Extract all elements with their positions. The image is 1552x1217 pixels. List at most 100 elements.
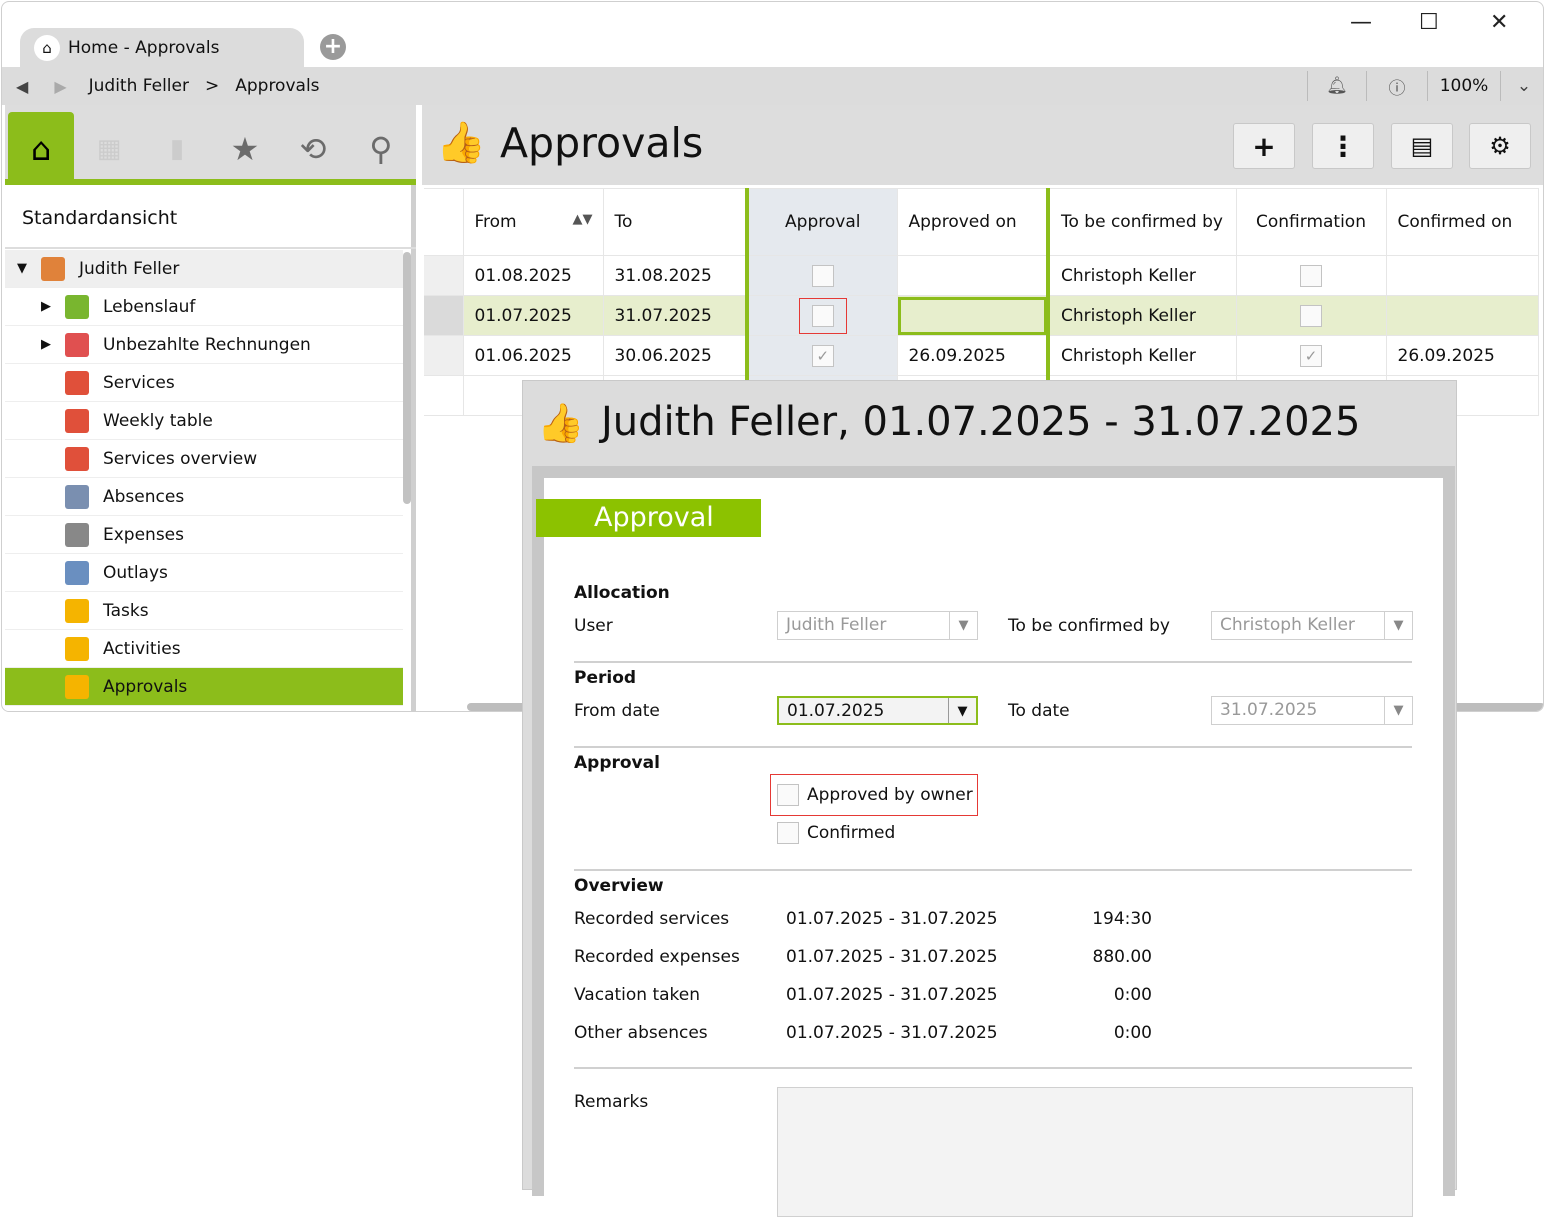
- chevron-down-icon: ▼: [1384, 612, 1412, 639]
- cell-to-be-confirmed-by[interactable]: Christoph Keller: [1047, 335, 1237, 376]
- zoom-level[interactable]: 100%: [1439, 76, 1489, 96]
- cell-to[interactable]: 31.07.2025: [602, 295, 749, 336]
- more-options-button[interactable]: ⋮: [1312, 123, 1374, 169]
- column-confirmed-on[interactable]: Confirmed on: [1385, 188, 1539, 256]
- allocation-heading: Allocation: [574, 583, 670, 603]
- overview-value: 0:00: [1113, 1023, 1152, 1043]
- column-approved-on[interactable]: Approved on: [896, 188, 1050, 256]
- settings-gear-button[interactable]: ⚙: [1469, 123, 1531, 169]
- cell-confirmation[interactable]: [1235, 295, 1387, 336]
- sidebar-item-unbezahlte-rechnungen[interactable]: ▶ Unbezahlte Rechnungen: [5, 326, 403, 364]
- cell-confirmed-on[interactable]: [1385, 255, 1539, 296]
- column-approval[interactable]: Approval: [746, 188, 898, 256]
- period-heading: Period: [574, 668, 637, 688]
- overview-period: 01.07.2025 - 31.07.2025: [786, 909, 998, 929]
- user-dropdown[interactable]: Judith Feller ▼: [777, 611, 978, 640]
- bell-icon[interactable]: 🔔︎: [1326, 76, 1348, 96]
- expander-icon[interactable]: ▶: [41, 299, 51, 314]
- close-button[interactable]: ✕: [1490, 10, 1509, 35]
- sidebar-item-label: Activities: [103, 638, 181, 659]
- forward-icon[interactable]: ▶: [54, 76, 67, 96]
- navigation-bar: ◀ ▶ Judith Feller > Approvals 🔔︎ ⓘ 100% …: [2, 67, 1543, 105]
- history-icon[interactable]: ⟲: [299, 130, 327, 168]
- chart-icon[interactable]: ▮: [169, 134, 185, 164]
- confirmer-dropdown[interactable]: Christoph Keller ▼: [1211, 611, 1413, 640]
- cell-approval[interactable]: ✓: [746, 335, 898, 376]
- chevron-down-icon[interactable]: ⌄: [1516, 76, 1532, 96]
- sidebar-item-label: Judith Feller: [79, 258, 180, 279]
- column-confirmation[interactable]: Confirmation: [1235, 188, 1387, 256]
- tab-approval[interactable]: Approval: [536, 499, 761, 537]
- cell-to[interactable]: 30.06.2025: [602, 335, 749, 376]
- overview-label: Recorded expenses: [574, 947, 740, 967]
- from-date-picker[interactable]: 01.07.2025 ▼: [777, 696, 978, 725]
- breadcrumb-current[interactable]: Approvals: [235, 76, 320, 96]
- cell-approved-on[interactable]: 26.09.2025: [896, 335, 1050, 376]
- sidebar-item-expenses[interactable]: Expenses: [5, 516, 403, 554]
- confirmed-checkbox[interactable]: Confirmed: [777, 822, 895, 844]
- sidebar-item-services-overview[interactable]: Services overview: [5, 440, 403, 478]
- add-button[interactable]: +: [1233, 123, 1295, 169]
- back-icon[interactable]: ◀: [16, 76, 29, 96]
- table-row[interactable]: 01.07.2025 31.07.2025 Christoph Keller: [424, 295, 1539, 336]
- sidebar-item-approvals[interactable]: Approvals: [5, 668, 403, 706]
- overview-value: 880.00: [1092, 947, 1152, 967]
- sidebar-item-services[interactable]: Services: [5, 364, 403, 402]
- maximize-button[interactable]: ☐: [1419, 10, 1439, 35]
- new-tab-icon[interactable]: +: [320, 34, 346, 60]
- column-to-be-confirmed-by[interactable]: To be confirmed by: [1047, 188, 1237, 256]
- cell-to[interactable]: 31.08.2025: [602, 255, 749, 296]
- approval-heading: Approval: [574, 753, 660, 773]
- export-button[interactable]: ▤: [1391, 123, 1453, 169]
- alert-icon[interactable]: ⓘ: [1388, 78, 1406, 99]
- sidebar-scrollbar[interactable]: [403, 252, 411, 504]
- cell-confirmation[interactable]: [1235, 255, 1387, 296]
- cell-confirmation[interactable]: ✓: [1235, 335, 1387, 376]
- browser-tab[interactable]: ⌂ Home - Approvals: [20, 28, 304, 68]
- sidebar-item-activities[interactable]: Activities: [5, 630, 403, 668]
- to-date-picker[interactable]: 31.07.2025 ▼: [1211, 696, 1413, 725]
- star-icon[interactable]: ★: [230, 130, 260, 168]
- cell-approval[interactable]: [746, 295, 898, 336]
- cell-from[interactable]: 01.08.2025: [462, 255, 604, 296]
- minimize-button[interactable]: —: [1350, 10, 1372, 35]
- sort-icon[interactable]: ▲▼: [572, 212, 593, 227]
- remarks-textarea[interactable]: [777, 1087, 1413, 1217]
- expander-icon[interactable]: ▼: [17, 261, 27, 276]
- expander-icon[interactable]: ▶: [41, 337, 51, 352]
- sidebar-item-tasks[interactable]: Tasks: [5, 592, 403, 630]
- breadcrumb-user[interactable]: Judith Feller: [88, 76, 189, 96]
- sidebar-item-label: Expenses: [103, 524, 184, 545]
- checkbox-icon: [811, 264, 834, 287]
- cell-from[interactable]: 01.06.2025: [462, 335, 604, 376]
- cell-from[interactable]: 01.07.2025: [462, 295, 604, 336]
- table-row[interactable]: 01.08.2025 31.08.2025 Christoph Keller: [424, 255, 1539, 296]
- column-to[interactable]: To: [602, 188, 749, 256]
- cell-approved-on[interactable]: [896, 255, 1050, 296]
- approved-by-owner-checkbox[interactable]: Approved by owner: [770, 774, 978, 816]
- search-icon[interactable]: ⚲: [369, 130, 393, 168]
- sidebar-item-lebenslauf[interactable]: ▶ Lebenslauf: [5, 288, 403, 326]
- table-row[interactable]: 01.06.2025 30.06.2025 ✓ 26.09.2025 Chris…: [424, 335, 1539, 376]
- row-header[interactable]: [424, 335, 464, 376]
- sidebar-item-judith-feller[interactable]: ▼ Judith Feller: [5, 250, 403, 288]
- cell-confirmed-on[interactable]: [1385, 295, 1539, 336]
- row-header[interactable]: [424, 295, 464, 336]
- dialog-form: Approval Allocation User Judith Feller ▼ …: [536, 478, 1443, 1217]
- row-header[interactable]: [424, 255, 464, 296]
- cell-to-be-confirmed-by[interactable]: Christoph Keller: [1047, 295, 1237, 336]
- cell-confirmed-on[interactable]: 26.09.2025: [1385, 335, 1539, 376]
- outlays-icon: [65, 560, 89, 585]
- sidebar-item-outlays[interactable]: Outlays: [5, 554, 403, 592]
- sidebar-item-absences[interactable]: Absences: [5, 478, 403, 516]
- cell-approval[interactable]: [746, 255, 898, 296]
- calendar-icon[interactable]: ▦: [96, 134, 122, 164]
- cell-to-be-confirmed-by[interactable]: Christoph Keller: [1047, 255, 1237, 296]
- sidebar-item-weekly-table[interactable]: Weekly table: [5, 402, 403, 440]
- row-header-corner: [424, 188, 464, 256]
- view-name[interactable]: Standardansicht: [22, 207, 178, 229]
- home-icon[interactable]: ⌂: [30, 130, 52, 168]
- cell-approved-on[interactable]: [896, 295, 1050, 336]
- column-from[interactable]: From ▲▼: [462, 188, 604, 256]
- expenses-icon: [65, 522, 89, 547]
